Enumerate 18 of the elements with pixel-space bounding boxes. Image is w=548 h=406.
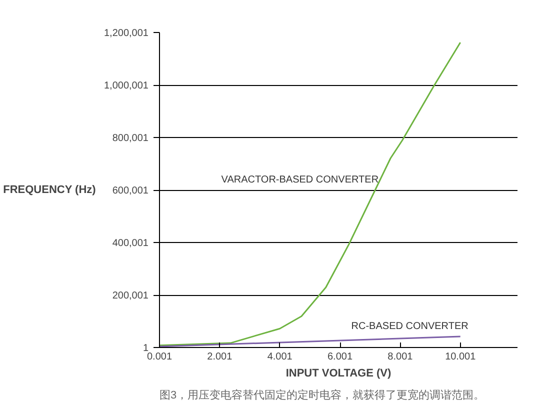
y-axis-title: FREQUENCY (Hz) xyxy=(3,184,96,196)
series-label: RC-BASED CONVERTER xyxy=(351,320,468,332)
x-axis-title: INPUT VOLTAGE (V) xyxy=(286,368,392,380)
y-tick-label: 1 xyxy=(142,343,149,354)
y-tick-label: 200,001 xyxy=(112,290,149,302)
y-tick-label: 400,001 xyxy=(112,238,149,249)
x-tick-label: 0.001 xyxy=(146,352,172,362)
y-tick-label: 600,001 xyxy=(112,186,149,196)
x-tick-label: 4.001 xyxy=(267,352,293,362)
y-tick-label: 1,200,001 xyxy=(104,28,149,39)
x-tick-label: 10.001 xyxy=(445,352,476,362)
series-label: VARACTOR-BASED CONVERTER xyxy=(221,174,379,186)
y-tick-label: 1,000,001 xyxy=(104,80,149,92)
x-tick-label: 8.001 xyxy=(388,352,414,362)
y-tick-label: 800,001 xyxy=(112,133,149,144)
x-tick-label: 6.001 xyxy=(328,352,353,362)
caption: 图3，用压变电容替代固定的定时电容，就获得了更宽的调谐范围。 xyxy=(160,388,485,402)
x-tick-label: 2.001 xyxy=(207,352,233,362)
